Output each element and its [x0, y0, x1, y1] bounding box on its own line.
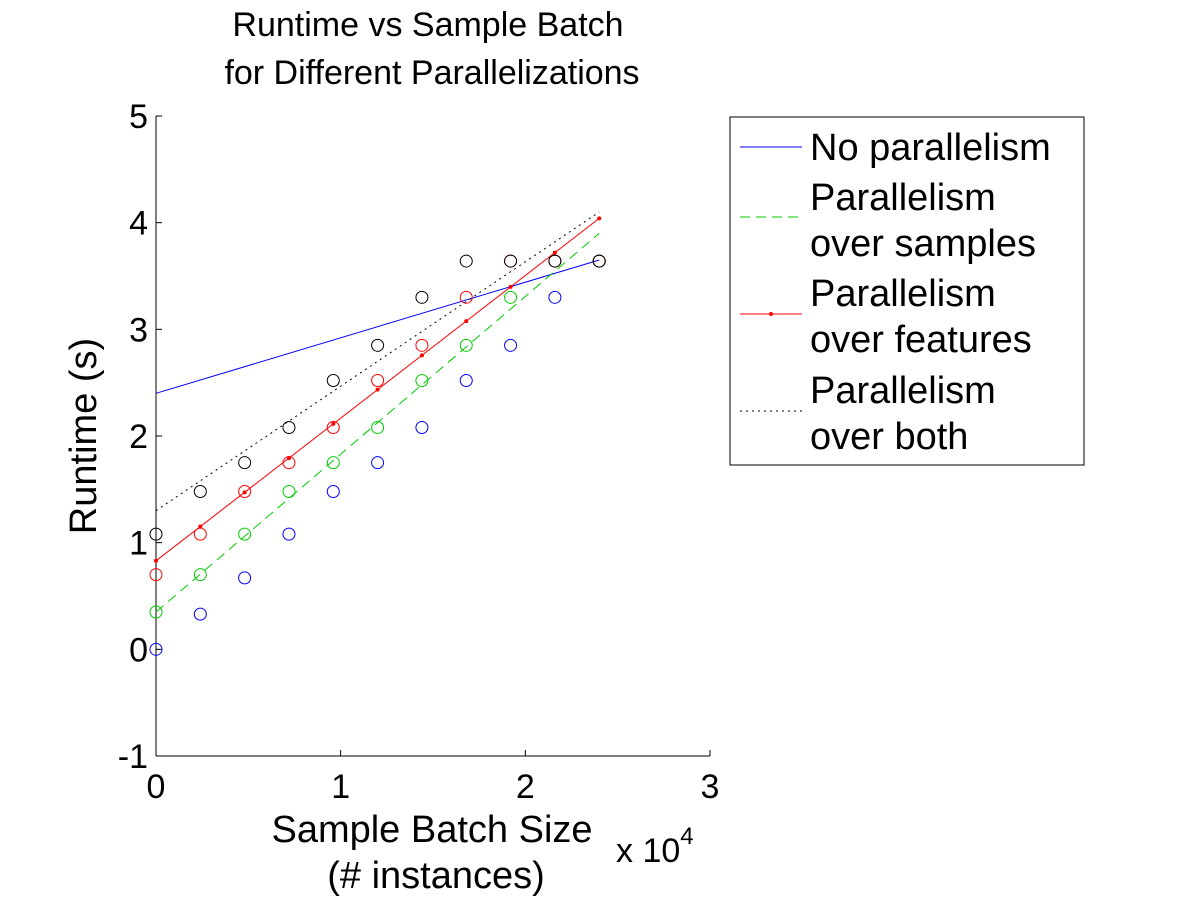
series-3-fit-line: [155, 211, 600, 512]
series-3-data-point: [592, 254, 606, 268]
series-0-data-point: [326, 484, 340, 498]
series-0-data-point: [504, 338, 518, 352]
x-tick-label: 1: [331, 768, 350, 806]
series-2-data-point: [149, 568, 163, 582]
x-tick-label: 2: [516, 768, 535, 806]
series-2-data-point: [326, 420, 340, 434]
x-axis-multiplier-base: x 10: [616, 832, 680, 870]
series-1: [149, 232, 606, 619]
series-1-data-point: [282, 484, 296, 498]
y-tick-label: 4: [129, 205, 148, 243]
series-2-line-marker: [597, 216, 602, 221]
series-2: [149, 216, 606, 582]
series-2-data-point: [459, 290, 473, 304]
x-axis-label-line2: (# instances): [327, 855, 545, 897]
series-1-data-point: [326, 456, 340, 470]
series-1-data-point: [193, 568, 207, 582]
series-0-data-point: [193, 607, 207, 621]
y-tick-label: 3: [129, 311, 148, 349]
legend-label-0: No parallelism: [810, 127, 1051, 169]
series-0-data-point: [371, 456, 385, 470]
series-2-line-marker: [464, 319, 469, 324]
legend-label-1-line2: over samples: [810, 223, 1036, 265]
legend-label-2: Parallelism: [810, 273, 996, 315]
x-tick-label: 0: [147, 768, 166, 806]
series-3-data-point: [193, 484, 207, 498]
series-2-line-marker: [331, 421, 336, 426]
series-2-line-marker: [552, 250, 557, 255]
series-0-data-point: [415, 420, 429, 434]
series-1-data-point: [149, 605, 163, 619]
x-axis-label-line1: Sample Batch Size: [271, 809, 592, 851]
legend-box: [729, 116, 1085, 466]
legend-label-1: Parallelism: [810, 177, 996, 219]
legend-label-3-line2: over both: [810, 416, 968, 458]
series-1-data-point: [459, 338, 473, 352]
series-2-data-point: [193, 527, 207, 541]
series-3-data-point: [371, 338, 385, 352]
series-3-data-point: [504, 254, 518, 268]
y-tick-label: 1: [129, 525, 148, 563]
y-axis-label: Runtime (s): [63, 338, 105, 534]
series-2-line-marker: [198, 524, 203, 529]
x-axis-multiplier: x 104: [616, 823, 694, 870]
series-3-data-point: [326, 374, 340, 388]
series-1-fit-line: [155, 232, 600, 613]
series-2-data-point: [282, 456, 296, 470]
series-2-line-marker: [508, 284, 513, 289]
y-tick-label: 0: [129, 631, 148, 669]
y-tick-label: 5: [129, 98, 148, 136]
series-2-line-marker: [375, 387, 380, 392]
series-1-data-point: [415, 374, 429, 388]
y-tick-label: 2: [129, 418, 148, 456]
series-1-data-point: [238, 527, 252, 541]
series-2-data-point: [371, 374, 385, 388]
series-3-data-point: [238, 456, 252, 470]
series-3: [149, 211, 606, 541]
chart-title-line2: for Different Parallelizations: [224, 54, 639, 92]
x-tick-label: 3: [701, 768, 720, 806]
y-tick-label: -1: [118, 738, 148, 776]
series-3-data-point: [149, 527, 163, 541]
legend-label-3: Parallelism: [810, 370, 996, 412]
legend-label-2-line2: over features: [810, 319, 1032, 361]
series-2-data-point: [415, 338, 429, 352]
legend-item-0: No parallelism: [740, 127, 1051, 169]
series-2-data-point: [238, 484, 252, 498]
series-2-line-marker: [419, 353, 424, 358]
series-0-data-point: [459, 374, 473, 388]
series-0-fit-line: [155, 259, 600, 394]
legend-swatch-marker-2: [769, 312, 773, 316]
series-3-data-point: [459, 254, 473, 268]
series-0-data-point: [282, 527, 296, 541]
series-0-data-point: [548, 290, 562, 304]
series-2-line-marker: [154, 558, 158, 563]
series-2-line-marker: [242, 490, 247, 495]
chart-title-line1: Runtime vs Sample Batch: [232, 6, 623, 44]
series-0: [149, 254, 606, 656]
series-1-data-point: [371, 420, 385, 434]
x-axis-multiplier-exponent: 4: [680, 823, 693, 850]
series-0-data-point: [238, 571, 252, 585]
series-0-data-point: [149, 642, 163, 656]
series-1-data-point: [504, 290, 518, 304]
series-3-data-point: [282, 420, 296, 434]
series-3-data-point: [548, 254, 562, 268]
series-3-data-point: [415, 290, 429, 304]
